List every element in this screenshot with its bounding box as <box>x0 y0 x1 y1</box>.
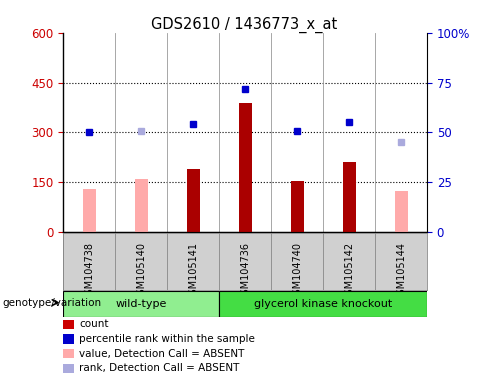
Text: GDS2610 / 1436773_x_at: GDS2610 / 1436773_x_at <box>151 17 337 33</box>
Text: GSM105144: GSM105144 <box>396 242 406 301</box>
Text: value, Detection Call = ABSENT: value, Detection Call = ABSENT <box>79 349 244 359</box>
Bar <box>83 189 96 232</box>
Text: glycerol kinase knockout: glycerol kinase knockout <box>254 299 392 309</box>
Bar <box>187 169 200 232</box>
Bar <box>135 179 148 232</box>
Text: genotype/variation: genotype/variation <box>2 298 102 308</box>
Text: GSM104736: GSM104736 <box>240 242 250 301</box>
Text: GSM105142: GSM105142 <box>344 242 354 301</box>
Bar <box>394 191 407 232</box>
Text: count: count <box>79 319 108 329</box>
Text: GSM104738: GSM104738 <box>84 242 94 301</box>
Bar <box>291 181 304 232</box>
Text: percentile rank within the sample: percentile rank within the sample <box>79 334 255 344</box>
Bar <box>63 291 219 317</box>
Text: GSM105140: GSM105140 <box>136 242 146 301</box>
Bar <box>219 291 427 317</box>
Text: GSM104740: GSM104740 <box>292 242 302 301</box>
Bar <box>343 162 356 232</box>
Text: GSM105141: GSM105141 <box>188 242 198 301</box>
Text: rank, Detection Call = ABSENT: rank, Detection Call = ABSENT <box>79 363 240 373</box>
Text: wild-type: wild-type <box>116 299 167 309</box>
Bar <box>239 103 252 232</box>
